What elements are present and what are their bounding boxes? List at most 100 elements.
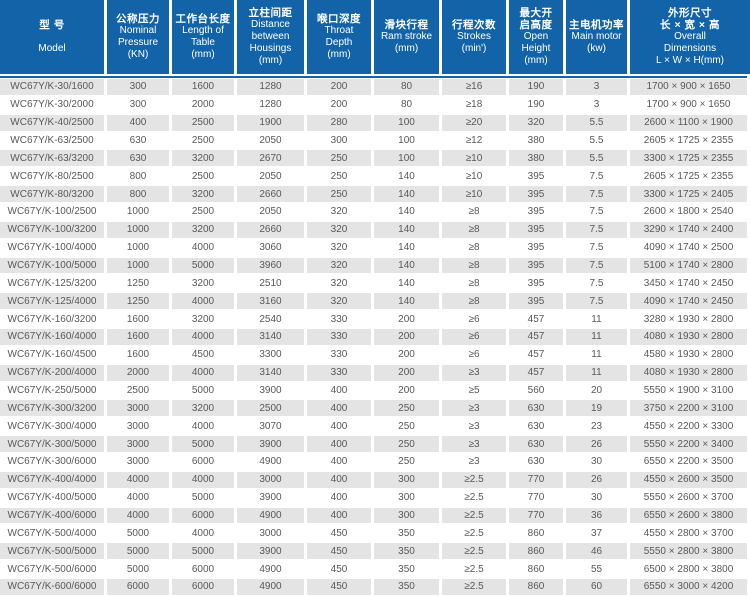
cell: 330 — [307, 310, 374, 329]
table-row: WC67Y/K-100/4000 1000 4000 3060 320 140 ≥8 395 7… — [0, 238, 750, 257]
cell: 380 — [509, 131, 566, 150]
cell: 630 — [509, 417, 566, 436]
cell: 5000 — [107, 524, 172, 543]
cell: 190 — [509, 95, 566, 114]
cell: 2660 — [237, 186, 307, 203]
column-header-line: L × W × H(mm) — [656, 55, 724, 66]
column-header-line: Distance — [251, 19, 290, 30]
cell: 3060 — [237, 238, 307, 257]
cell: 3000 — [237, 524, 307, 543]
cell: 300 — [107, 95, 172, 114]
cell: 400 — [107, 114, 172, 131]
cell: 11 — [566, 364, 630, 381]
cell: 457 — [509, 364, 566, 381]
cell: 4550 × 2600 × 3500 — [630, 471, 750, 488]
cell: 3000 — [237, 471, 307, 488]
cell: 400 — [307, 471, 374, 488]
cell: ≥2.5 — [442, 543, 509, 560]
cell: ≥20 — [442, 114, 509, 131]
cell: 5000 — [172, 543, 237, 560]
cell: 3000 — [107, 436, 172, 453]
cell: 395 — [509, 186, 566, 203]
cell: 7.5 — [566, 257, 630, 274]
column-header-line: (mm) — [258, 55, 283, 66]
table-row: WC67Y/K-400/4000 4000 4000 3000 400 300 ≥2.5 77… — [0, 470, 750, 489]
cell: 100 — [374, 150, 442, 167]
cell: 450 — [307, 560, 374, 579]
cell: 630 — [509, 453, 566, 471]
column-header-line: 型 号 — [39, 19, 65, 31]
cell: 55 — [566, 560, 630, 579]
cell: ≥3 — [442, 400, 509, 417]
cell: ≥3 — [442, 453, 509, 471]
cell: 300 — [107, 79, 172, 95]
cell: 350 — [374, 524, 442, 543]
model-cell: WC67Y/K-125/3200 — [0, 274, 107, 293]
cell: 5000 — [172, 257, 237, 274]
cell: 1250 — [107, 293, 172, 310]
cell: 140 — [374, 293, 442, 310]
table-row: WC67Y/K-300/4000 3000 4000 3070 400 250 ≥3 630 2… — [0, 417, 750, 436]
cell: ≥2.5 — [442, 579, 509, 595]
cell: 4900 — [237, 453, 307, 471]
cell: 6000 — [172, 579, 237, 595]
cell: 4000 — [172, 238, 237, 257]
cell: 3300 × 1725 × 2405 — [630, 186, 750, 203]
cell: 770 — [509, 488, 566, 507]
table-row: WC67Y/K-125/4000 1250 4000 3160 320 140 ≥8 395 7… — [0, 292, 750, 311]
cell: 4000 — [172, 329, 237, 345]
cell: 457 — [509, 345, 566, 364]
cell: 400 — [307, 400, 374, 417]
cell: 320 — [307, 203, 374, 221]
cell: 4900 — [237, 507, 307, 524]
column-header-line: Open — [523, 31, 549, 42]
cell: 330 — [307, 329, 374, 345]
cell: ≥3 — [442, 417, 509, 436]
cell: 300 — [374, 471, 442, 488]
table-row: WC67Y/K-600/6000 6000 6000 4900 450 350 ≥2.5 86… — [0, 578, 750, 596]
column-header: 喉口深度 Throat Depth (mm) — [307, 0, 374, 74]
model-cell: WC67Y/K-500/5000 — [0, 543, 107, 560]
column-header-line: Pressure — [117, 37, 158, 48]
cell: 1000 — [107, 238, 172, 257]
cell: 6000 — [172, 507, 237, 524]
cell: 395 — [509, 221, 566, 238]
model-cell: WC67Y/K-100/3200 — [0, 221, 107, 238]
cell: 400 — [307, 436, 374, 453]
cell: ≥10 — [442, 167, 509, 186]
cell: 2605 × 1725 × 2355 — [630, 167, 750, 186]
table-row: WC67Y/K-300/5000 3000 5000 3900 400 250 ≥3 630 2… — [0, 435, 750, 454]
cell: 5.5 — [566, 114, 630, 131]
cell: 457 — [509, 310, 566, 329]
cell: 320 — [307, 238, 374, 257]
cell: 7.5 — [566, 203, 630, 221]
table-row: WC67Y/K-125/3200 1250 3200 2510 320 140 ≥8 395 7… — [0, 274, 750, 293]
column-header-line: (mm) — [524, 55, 548, 66]
cell: 350 — [374, 543, 442, 560]
cell: 4550 × 2200 × 3300 — [630, 417, 750, 436]
cell: 280 — [307, 114, 374, 131]
cell: 1900 — [237, 114, 307, 131]
cell: 2500 — [237, 400, 307, 417]
cell: 26 — [566, 436, 630, 453]
table-body: WC67Y/K-30/1600 300 1600 1280 200 80 ≥16 190 3 17… — [0, 78, 750, 596]
column-header-line: Throat — [324, 25, 354, 36]
cell: 1000 — [107, 221, 172, 238]
cell: 11 — [566, 310, 630, 329]
column-header: 工作台长度 Length of Table (mm) — [172, 0, 237, 74]
cell: 395 — [509, 293, 566, 310]
column-header-line: Length of — [182, 25, 224, 36]
cell: ≥12 — [442, 131, 509, 150]
cell: 350 — [374, 579, 442, 595]
cell: 3000 — [107, 417, 172, 436]
cell: ≥10 — [442, 186, 509, 203]
table-header-row: 型 号 Model 公称压力 Nominal Pressure (KN) 工作台长度 Leng… — [0, 0, 750, 76]
cell: 350 — [374, 560, 442, 579]
column-header: 最大开 启高度 Open Height (mm) — [509, 0, 566, 74]
cell: 140 — [374, 238, 442, 257]
cell: 100 — [374, 131, 442, 150]
cell: ≥3 — [442, 364, 509, 381]
cell: 1000 — [107, 257, 172, 274]
cell: 5000 — [172, 488, 237, 507]
